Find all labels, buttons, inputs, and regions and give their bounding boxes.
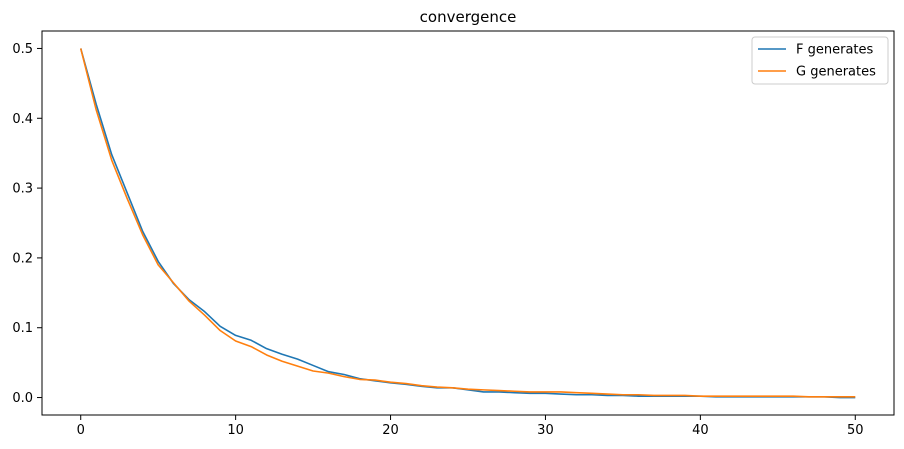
x-tick-label: 40 <box>692 423 709 438</box>
axis-ticks: 0 10 20 30 40 50 0.0 0.1 0.2 0.3 0.4 0.5 <box>12 42 863 438</box>
x-tick-label: 50 <box>847 423 864 438</box>
chart-title: convergence <box>420 8 517 26</box>
legend-label: F generates <box>796 43 874 58</box>
y-tick-label: 0.0 <box>12 391 33 406</box>
plot-frame <box>41 30 895 416</box>
x-tick-label: 10 <box>227 423 244 438</box>
y-tick-label: 0.5 <box>12 42 33 57</box>
x-tick-label: 30 <box>537 423 554 438</box>
y-tick-label: 0.1 <box>12 321 33 336</box>
series-lines <box>79 48 856 399</box>
y-tick-label: 0.2 <box>12 251 33 266</box>
series-line-f-generates <box>79 48 856 399</box>
series-line-g-generates <box>79 48 856 398</box>
legend: F generates G generates <box>751 36 889 85</box>
legend-label: G generates <box>796 65 876 80</box>
x-tick-label: 20 <box>382 423 399 438</box>
x-tick-label: 0 <box>77 423 85 438</box>
y-tick-label: 0.3 <box>12 182 33 197</box>
y-tick-label: 0.4 <box>12 112 33 127</box>
